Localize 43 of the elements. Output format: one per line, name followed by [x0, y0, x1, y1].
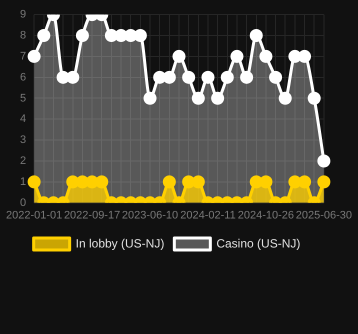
y-tick-label: 3 — [20, 134, 26, 146]
y-tick-label: 6 — [20, 71, 26, 84]
point — [134, 29, 147, 42]
y-tick-label: 0 — [20, 196, 26, 209]
point — [308, 92, 321, 105]
point — [162, 70, 176, 84]
y-tick-label: 2 — [20, 155, 26, 168]
y-tick-label: 7 — [20, 50, 26, 62]
point — [250, 29, 263, 42]
point — [269, 70, 282, 84]
legend-label: In lobby (US-NJ) — [76, 236, 164, 250]
x-tick-label: 2022-01-01 — [6, 209, 62, 222]
x-tick-label: 2022-09-17 — [64, 209, 120, 222]
point — [201, 70, 214, 84]
y-tick-label: 8 — [20, 30, 26, 42]
point — [278, 92, 292, 105]
point — [172, 50, 186, 63]
point — [56, 70, 70, 84]
point — [144, 92, 157, 105]
y-tick-label: 1 — [20, 176, 26, 188]
point — [37, 29, 50, 42]
point — [182, 70, 196, 84]
point — [153, 70, 166, 84]
point — [240, 70, 254, 84]
point — [288, 50, 302, 63]
point — [230, 50, 244, 63]
point — [192, 92, 205, 105]
point — [66, 70, 80, 84]
x-tick-label: 2024-10-26 — [238, 209, 294, 222]
y-tick-label: 4 — [20, 113, 26, 126]
point — [220, 70, 234, 84]
x-tick-label: 2025-06-30 — [296, 209, 352, 222]
legend-label: Casino (US-NJ) — [216, 236, 300, 250]
point — [259, 50, 272, 63]
point — [114, 29, 128, 42]
point — [76, 29, 89, 42]
point — [211, 92, 224, 105]
y-tick-label: 5 — [20, 92, 26, 104]
point — [28, 50, 41, 63]
y-tick-label: 9 — [20, 8, 26, 21]
point — [298, 50, 312, 63]
x-tick-label: 2023-06-10 — [122, 209, 178, 222]
x-tick-label: 2024-02-11 — [180, 209, 236, 222]
